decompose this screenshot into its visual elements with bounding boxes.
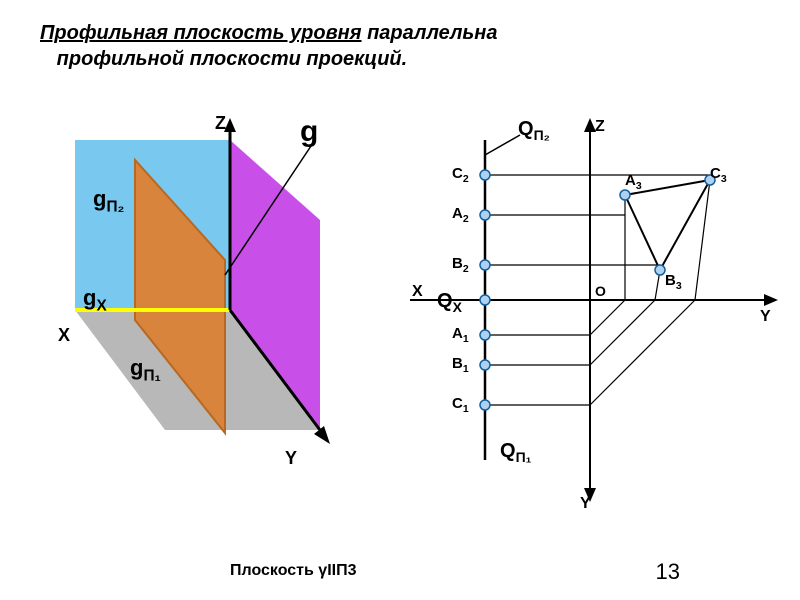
- label-y1: Y: [285, 448, 297, 469]
- fold-b: [590, 300, 655, 365]
- label-c2: C2: [452, 165, 469, 185]
- label-a3: A3: [625, 172, 642, 192]
- label-b3: B3: [665, 272, 682, 292]
- label-qx: QХ: [437, 290, 462, 315]
- title-underlined: Профильная плоскость уровня: [40, 22, 362, 44]
- fold-a: [590, 300, 625, 335]
- label-z2: Z: [595, 118, 605, 136]
- label-y2: Y: [760, 308, 771, 326]
- label-b1: B1: [452, 355, 469, 375]
- label-gp2: gП₂: [93, 186, 124, 216]
- label-gp1: gП₁: [130, 355, 161, 385]
- page-title: Профильная плоскость уровня параллельна …: [40, 20, 498, 72]
- page-number: 13: [656, 559, 680, 585]
- label-qp1: QП₁: [500, 440, 531, 465]
- label-gx: gХ: [83, 285, 107, 315]
- label-x1: X: [58, 325, 70, 346]
- label-c1: C1: [452, 395, 469, 415]
- title-rest1: параллельна: [362, 22, 498, 44]
- label-g: g: [300, 115, 318, 149]
- label-y3: Y: [580, 495, 591, 513]
- vert-c3: [695, 180, 710, 300]
- label-c3: C3: [710, 165, 727, 185]
- point-b3: [655, 265, 665, 275]
- label-b2: B2: [452, 255, 469, 275]
- triangle-profile: [625, 180, 710, 270]
- title-rest2: профильной плоскости проекций.: [57, 48, 408, 70]
- arrow-y-right: [764, 294, 778, 306]
- label-a1: A1: [452, 325, 469, 345]
- label-a2: A2: [452, 205, 469, 225]
- fold-c: [590, 300, 695, 405]
- right-epure-diagram: [0, 0, 800, 600]
- label-o: O: [595, 283, 606, 299]
- label-qp2: QП₂: [518, 118, 550, 143]
- label-z1: Z: [215, 113, 226, 134]
- label-x2: X: [412, 283, 423, 301]
- qp2-pointer: [485, 135, 520, 155]
- caption: Плоскость γIIП3: [230, 562, 356, 580]
